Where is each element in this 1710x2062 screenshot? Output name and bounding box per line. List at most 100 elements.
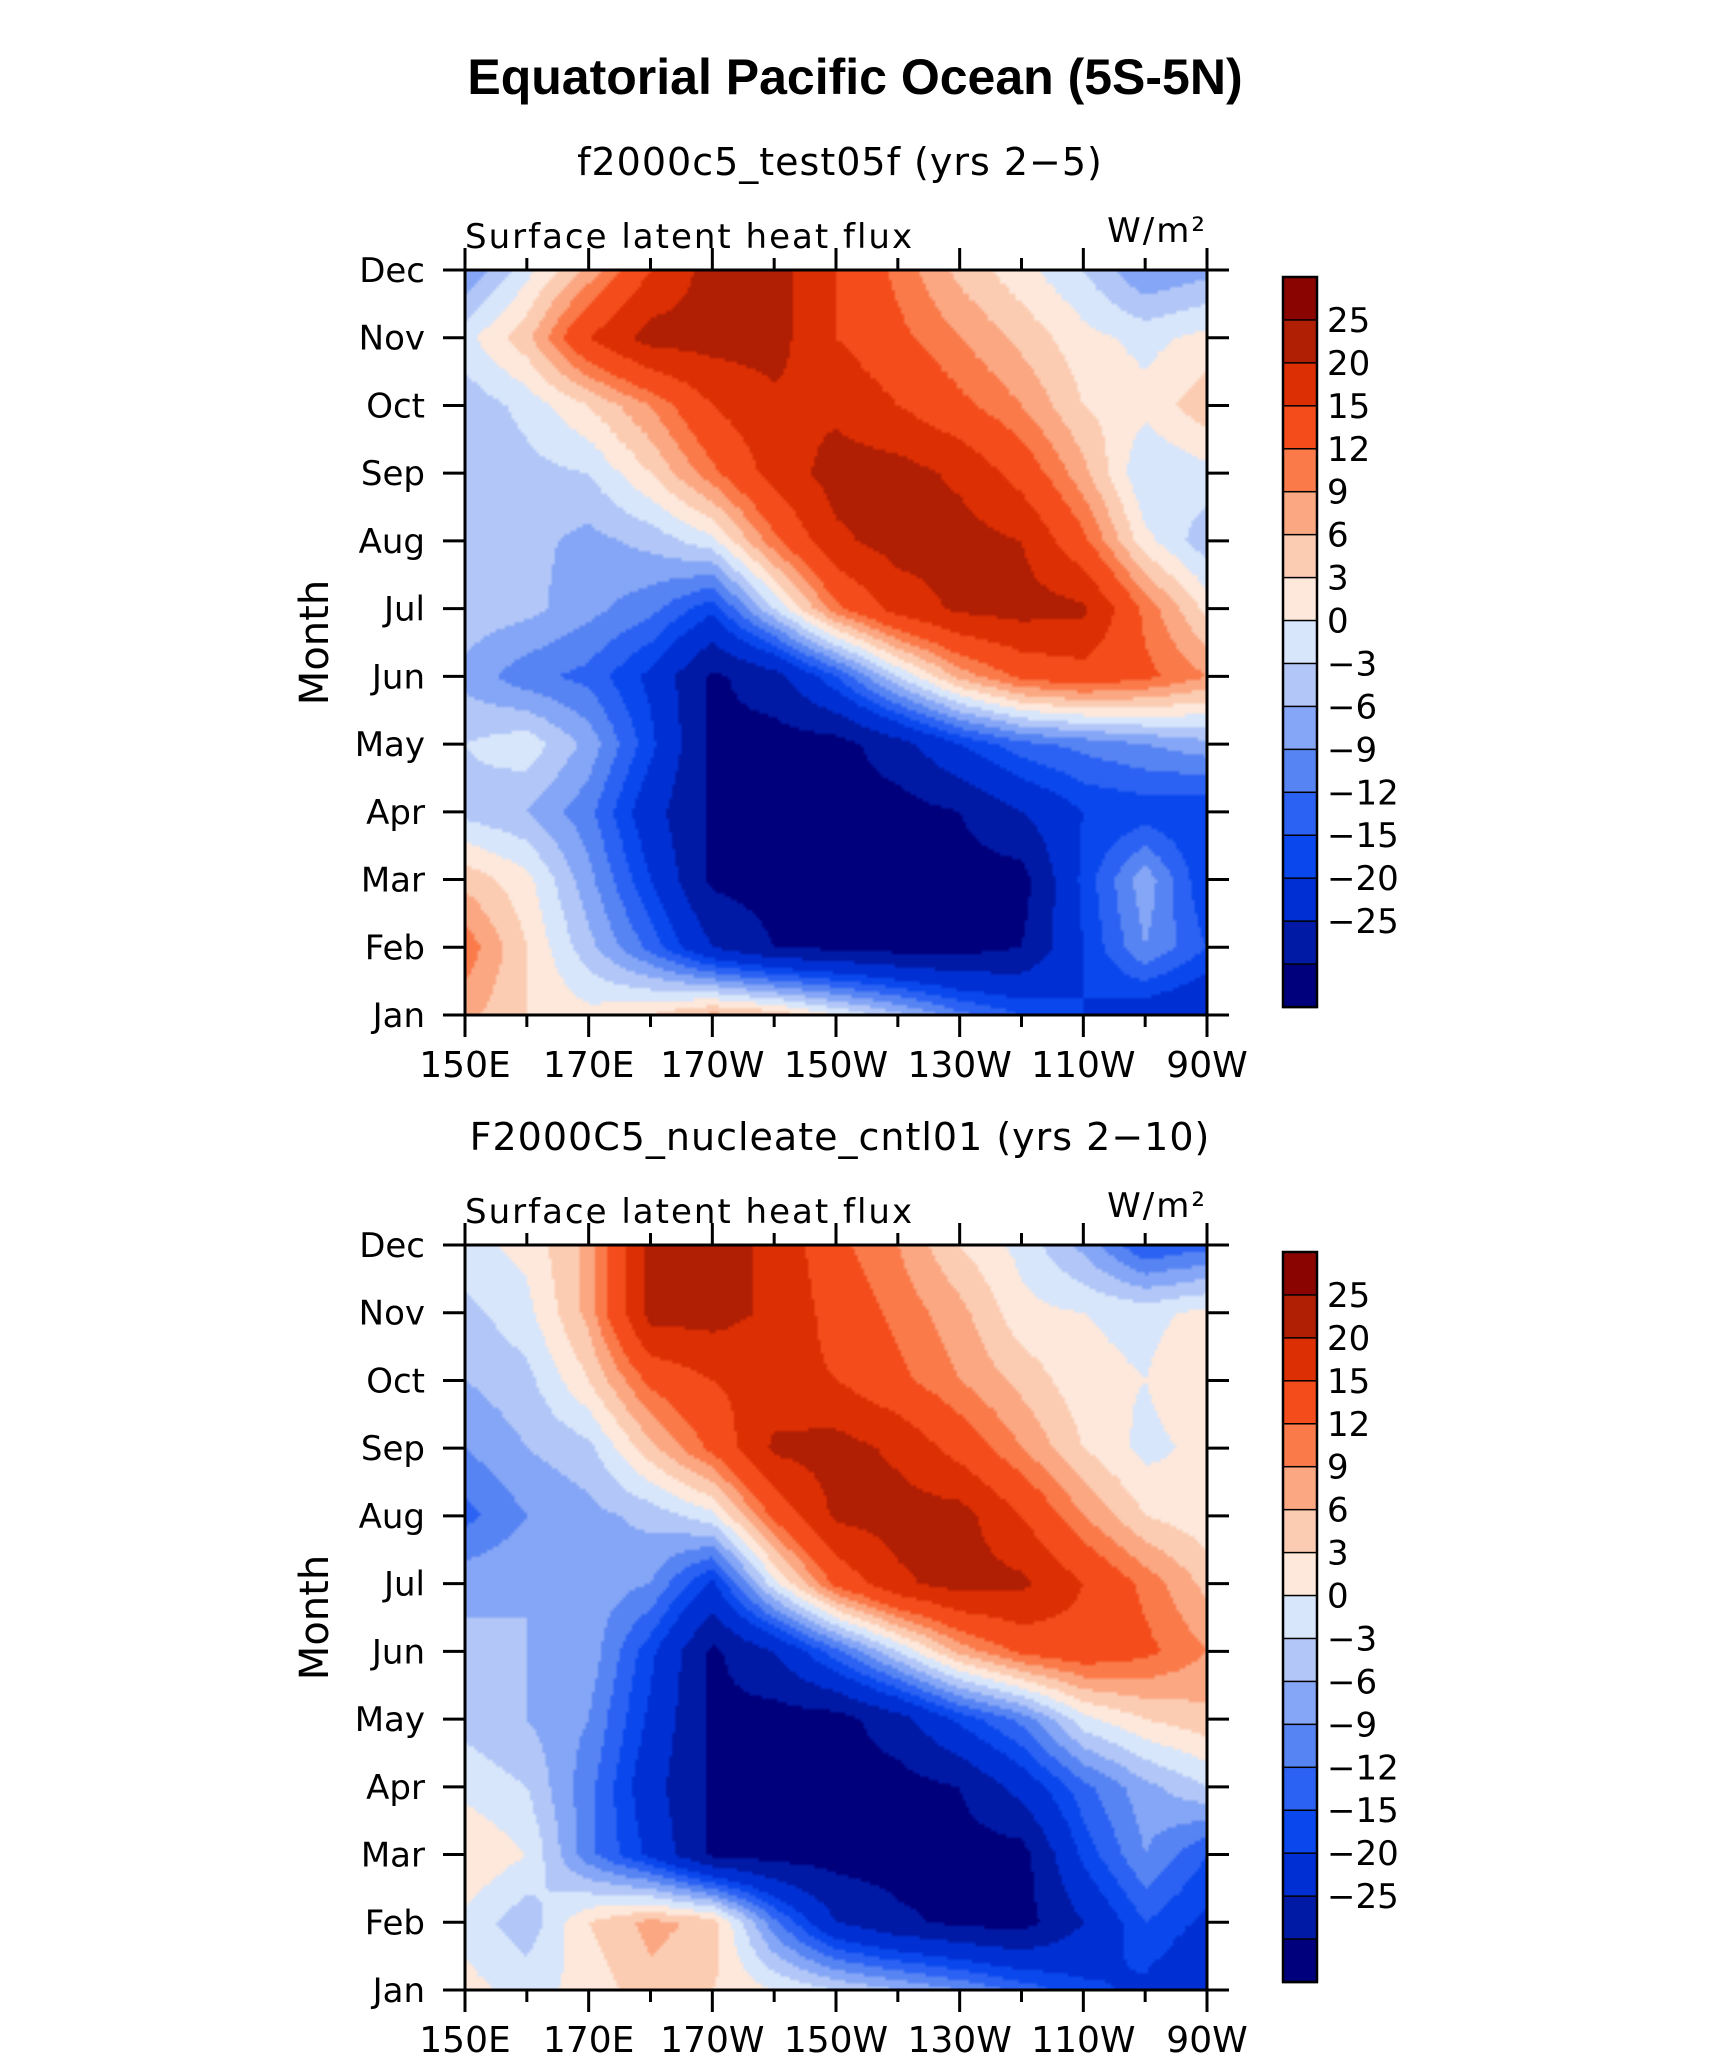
colorbar-label: 15 [1327,1362,1370,1402]
x-tick-label: 150W [784,2020,888,2061]
x-tick-label: 150W [784,1045,888,1086]
colorbar-swatch [1282,405,1318,451]
colorbar-swatch [1282,1852,1318,1898]
colorbar-label: 0 [1327,602,1349,642]
heatmap-field [465,1245,1207,1990]
colorbar-swatch [1282,1680,1318,1726]
colorbar-label: 15 [1327,387,1370,427]
x-tick-label: 90W [1166,1045,1247,1086]
colorbar-label: −9 [1327,730,1377,770]
colorbar-swatch [1282,1508,1318,1554]
x-tick-label: 90W [1166,2020,1247,2061]
y-tick-label: Dec [359,251,425,291]
y-axis-label: Month [292,580,338,705]
y-tick-label: Sep [361,1429,425,1469]
colorbar-label: −3 [1327,644,1377,684]
colorbar-swatch [1282,276,1318,322]
colorbar-swatch [1282,448,1318,493]
colorbar-label: 20 [1327,1319,1370,1359]
colorbar-label: 25 [1327,1276,1370,1316]
colorbar-swatch [1282,1423,1318,1468]
y-tick-label: Feb [365,1903,425,1943]
colorbar-label: 9 [1327,1448,1349,1488]
colorbar-swatch [1282,963,1318,1009]
colorbar-label: −12 [1327,1748,1399,1788]
x-tick-label: 150E [419,1045,510,1086]
y-tick-label: Jul [382,590,425,630]
colorbar-swatch [1282,834,1318,880]
colorbar-frame [1281,1250,1319,1984]
colorbar-label: −6 [1327,1662,1377,1702]
colorbar-swatch [1282,1938,1318,1984]
variable-label: Surface latent heat flux [465,217,914,257]
colorbar-swatch [1282,1337,1318,1383]
x-tick-label: 170W [660,1045,764,1086]
colorbar-swatch [1282,1637,1318,1683]
heatmap-field [465,270,1207,1015]
y-tick-label: Sep [361,454,425,494]
colorbar-label: 6 [1327,516,1349,556]
y-tick-label: Feb [365,928,425,968]
colorbar-swatch [1282,619,1318,665]
colorbar-swatch [1282,662,1318,708]
y-tick-label: Dec [359,1226,425,1266]
y-tick-label: Aug [359,1497,425,1537]
colorbar-swatch [1282,705,1318,751]
colorbar-swatch [1282,1895,1318,1941]
y-tick-label: Nov [359,319,425,359]
colorbar-label: −9 [1327,1705,1377,1745]
x-tick-label: 150E [419,2020,510,2061]
colorbar-swatch [1282,1465,1318,1511]
y-tick-label: Mar [361,861,425,901]
figure-title: Equatorial Pacific Ocean (5S-5N) [467,49,1243,105]
units-label: W/m² [1107,211,1207,251]
x-tick-label: 130W [908,1045,1012,1086]
colorbar-frame [1281,275,1319,1009]
colorbar-swatch [1282,1294,1318,1340]
y-tick-label: Oct [366,1361,425,1401]
colorbar-label: 0 [1327,1577,1349,1617]
y-tick-label: May [355,1700,425,1740]
y-tick-label: Aug [359,522,425,562]
y-tick-label: Mar [361,1836,425,1876]
colorbar-swatch [1282,1251,1318,1297]
y-tick-label: Apr [366,793,425,833]
colorbar-label: 9 [1327,473,1349,513]
colorbar-label: 20 [1327,344,1370,384]
colorbar-label: −25 [1327,1877,1399,1917]
colorbar-swatch [1282,920,1318,966]
x-tick-label: 170W [660,2020,764,2061]
colorbar-label: −15 [1327,816,1399,856]
heatmap-panel-top: 150E 170E 170W 150W 130W 110W 90W Jan Feb Mar Apr M… [292,211,1399,1086]
colorbar-label: −25 [1327,902,1399,942]
y-tick-label: Jun [370,657,425,697]
colorbar-swatch [1282,877,1318,923]
y-tick-label: Jun [370,1632,425,1672]
y-axis-label: Month [292,1555,338,1680]
y-tick-label: Jul [382,1565,425,1605]
colorbar-label: −15 [1327,1791,1399,1831]
x-tick-label: 170E [543,2020,634,2061]
y-tick-label: Jan [371,1971,425,2011]
colorbar-label: 6 [1327,1491,1349,1531]
y-tick-label: Apr [366,1768,425,1808]
x-tick-label: 110W [1031,2020,1135,2061]
panel-title-bottom: F2000C5_nucleate_cntl01 (yrs 2−10) [469,1115,1211,1159]
colorbar-label: 12 [1327,430,1370,470]
colorbar-swatch [1282,319,1318,365]
colorbar-swatch [1282,1594,1318,1640]
y-tick-label: May [355,725,425,765]
colorbar-swatch [1282,1551,1318,1597]
colorbar-label: 3 [1327,559,1349,599]
colorbar-label: −3 [1327,1619,1377,1659]
colorbar-swatch [1282,791,1318,837]
colorbar-swatch [1282,533,1318,579]
colorbar-swatch [1282,1809,1318,1855]
y-tick-label: Nov [359,1294,425,1334]
x-tick-label: 130W [908,2020,1012,2061]
colorbar-swatch [1282,362,1318,408]
x-tick-label: 110W [1031,1045,1135,1086]
colorbar-label: −20 [1327,859,1399,899]
heatmap-panel-bottom: 150E 170E 170W 150W 130W 110W 90W Jan Feb Mar Apr M… [292,1186,1399,2061]
y-tick-label: Jan [371,996,425,1036]
